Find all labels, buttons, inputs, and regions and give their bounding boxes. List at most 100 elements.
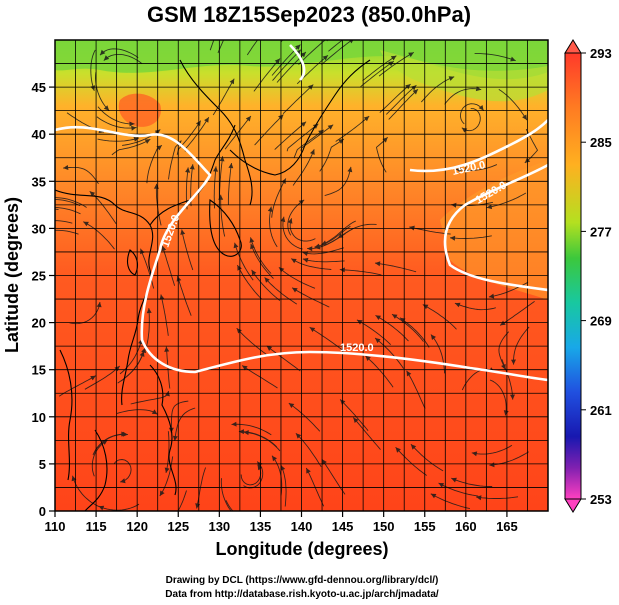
streamline-arrow	[278, 267, 285, 273]
streamline-arrow	[151, 409, 158, 415]
streamline	[212, 78, 235, 116]
streamline-arrow	[322, 459, 327, 465]
streamline	[99, 48, 139, 58]
streamline-arrow	[375, 338, 381, 344]
streamline-arrow	[40, 205, 45, 210]
streamline	[135, 40, 138, 42]
streamline-arrow	[438, 483, 445, 488]
streamline-arrow	[363, 116, 370, 122]
streamline-arrow	[375, 315, 381, 320]
streamline-arrow	[448, 76, 455, 81]
streamline	[238, 431, 278, 448]
streamline	[476, 496, 519, 499]
streamline	[282, 84, 314, 115]
streamline	[271, 178, 287, 218]
streamline-arrow	[302, 257, 309, 263]
streamline-arrow	[412, 89, 418, 95]
streamline	[185, 167, 189, 210]
x-tick-label: 140	[291, 519, 313, 534]
streamline	[379, 83, 411, 113]
streamline	[459, 103, 484, 125]
contour-north	[289, 44, 306, 81]
streamline	[319, 138, 345, 172]
plot-area: 1520.0 1520.0 1520.0 1520.0	[40, 4, 548, 511]
streamline	[489, 451, 529, 466]
streamline-arrow	[392, 314, 398, 319]
coast-manchuria	[179, 59, 253, 206]
grid-lines	[55, 40, 548, 511]
streamline-arrow	[96, 302, 102, 308]
streamline-arrow	[410, 444, 417, 450]
streamline-arrow	[365, 355, 371, 361]
contour-label: 1520.0	[340, 342, 374, 354]
streamline	[324, 166, 352, 197]
streamline	[454, 302, 496, 311]
x-axis-label: Longitude (degrees)	[215, 539, 388, 559]
streamline	[376, 136, 389, 173]
streamline	[339, 269, 382, 276]
streamline	[63, 166, 99, 185]
streamline-arrow	[89, 191, 96, 197]
streamline	[103, 53, 143, 64]
credit-data: Data from http://database.rish.kyoto-u.a…	[165, 589, 439, 600]
streamline-arrow	[280, 465, 286, 471]
y-tick-label: 35	[32, 174, 46, 189]
streamline-arrow	[300, 52, 306, 58]
x-axis: 110 115 120 125 130 135 140 145 150 155 160 165	[45, 511, 518, 534]
streamline	[213, 166, 217, 209]
streamline	[250, 237, 272, 274]
streamline-arrow	[310, 149, 315, 155]
streamline	[321, 220, 356, 246]
streamline-arrow	[146, 308, 152, 314]
coast-taiwan	[126, 249, 139, 276]
streamline-arrow	[266, 345, 273, 351]
streamline	[55, 206, 81, 215]
streamline	[95, 72, 110, 111]
coast-asia	[55, 189, 154, 406]
streamline	[69, 301, 101, 325]
streamline	[280, 465, 287, 507]
streamline	[289, 218, 316, 242]
streamline-arrow	[353, 417, 359, 423]
streamline-arrow	[430, 493, 437, 499]
streamline-arrow	[121, 431, 127, 437]
streamline	[140, 248, 155, 289]
streamline	[145, 308, 150, 350]
streamline-arrow	[236, 328, 242, 334]
streamline-arrow	[238, 429, 244, 435]
streamline	[451, 477, 493, 487]
streamline-arrow	[476, 495, 482, 501]
streamline-arrow	[306, 468, 311, 474]
streamline	[360, 60, 395, 88]
streamline-arrow	[503, 410, 509, 416]
streamline	[314, 225, 351, 248]
streamline	[220, 478, 232, 511]
streamline-arrow	[195, 120, 201, 127]
streamline-arrow	[471, 451, 478, 457]
y-tick-label: 40	[32, 127, 46, 142]
streamline	[170, 400, 189, 433]
streamline	[113, 459, 132, 483]
streamline	[119, 338, 143, 375]
coastlines	[55, 59, 371, 511]
streamline	[328, 40, 344, 52]
streamline-arrow	[228, 163, 234, 169]
streamline-arrow	[103, 105, 110, 111]
streamline-arrow	[267, 206, 273, 212]
x-tick-label: 110	[45, 519, 66, 534]
streamline	[220, 194, 226, 237]
x-tick-label: 130	[208, 519, 230, 534]
y-tick-label: 10	[32, 410, 46, 425]
streamline	[224, 115, 252, 150]
streamline-arrow	[322, 55, 328, 61]
streamline-arrow	[264, 277, 270, 283]
streamline-arrow	[406, 370, 412, 377]
streamline	[181, 229, 194, 271]
streamline	[269, 206, 278, 248]
x-tick-label: 120	[126, 519, 148, 534]
colorbar-scale	[564, 52, 582, 500]
contour-northeast	[409, 119, 548, 173]
streamline-arrow	[116, 4, 121, 9]
streamline	[58, 375, 97, 397]
chart-title: GSM 18Z15Sep2023 (850.0hPa)	[147, 2, 471, 27]
